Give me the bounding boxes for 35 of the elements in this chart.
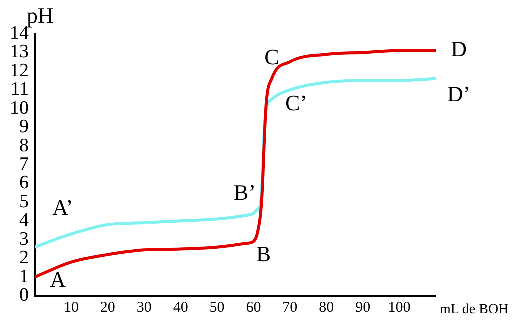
annotation: D xyxy=(451,36,467,62)
y-tick-label: 10 xyxy=(10,98,29,119)
annotation: B xyxy=(256,242,272,267)
x-tick-label: 40 xyxy=(173,300,188,316)
y-tick-label: 5 xyxy=(20,191,29,212)
y-tick-label: 4 xyxy=(20,210,30,232)
x-tick-label: 80 xyxy=(319,300,334,316)
y-tick-label: 9 xyxy=(20,116,29,138)
y-tick-label: 3 xyxy=(20,228,29,250)
x-tick-label: 20 xyxy=(100,300,116,316)
annotation: A’ xyxy=(52,195,74,220)
x-tick-label: 70 xyxy=(282,300,298,316)
annotation: C’ xyxy=(285,90,308,116)
x-axis-title: mL de BOH xyxy=(440,302,509,318)
x-tick-label: 30 xyxy=(136,300,152,316)
annotation: B’ xyxy=(234,180,256,206)
y-tick-label: 7 xyxy=(20,154,29,175)
y-tick-label: 11 xyxy=(10,79,29,100)
y-axis-title: pH xyxy=(27,2,54,28)
y-tick-label: 6 xyxy=(20,172,29,194)
annotation: C xyxy=(264,44,280,70)
y-tick-label: 1 xyxy=(20,266,29,288)
x-tick-label: 90 xyxy=(356,300,371,316)
y-tick-label: 8 xyxy=(20,135,29,156)
y-tick-label: 0 xyxy=(20,284,29,306)
x-tick-label: 50 xyxy=(210,300,225,316)
x-tick-label: 60 xyxy=(246,300,262,316)
y-tick-label: 2 xyxy=(20,248,29,269)
y-tick-label: 12 xyxy=(10,60,29,82)
x-tick-label: 10 xyxy=(64,300,79,316)
y-tick-label: 13 xyxy=(10,42,29,63)
y-tick-label: 14 xyxy=(10,22,30,44)
annotation: D’ xyxy=(447,82,471,107)
x-tick-label: 100 xyxy=(388,300,411,316)
annotation: A xyxy=(50,267,66,292)
